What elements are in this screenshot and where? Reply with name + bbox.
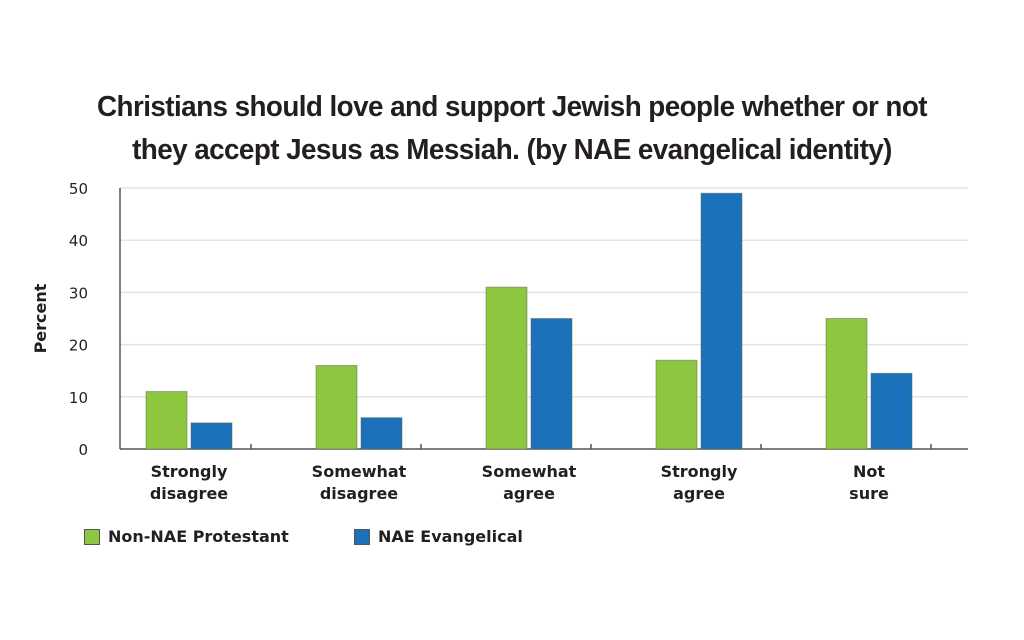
y-tick-label: 20	[69, 337, 88, 355]
y-tick-label: 10	[69, 389, 88, 407]
y-tick-label: 30	[69, 284, 88, 302]
x-tick-label: disagree	[150, 484, 228, 503]
bar-non-nae	[485, 286, 528, 450]
bar-non-nae	[825, 318, 868, 450]
y-axis-label: Percent	[31, 283, 50, 353]
bar-nae	[870, 372, 913, 450]
x-tick-label: agree	[673, 484, 725, 503]
x-tick-label: sure	[849, 484, 889, 503]
y-tick-label: 0	[78, 441, 88, 459]
legend-swatch-nae	[354, 528, 370, 545]
x-tick-label: Somewhat	[312, 462, 407, 481]
chart-title-line-1: Christians should love and support Jewis…	[97, 91, 928, 123]
bar-non-nae	[655, 359, 698, 450]
x-tick-label: agree	[503, 484, 555, 503]
x-tick-label: Somewhat	[482, 462, 577, 481]
bar-nae	[360, 417, 403, 450]
x-tick-label: Not	[853, 462, 885, 481]
legend-label-non-nae: Non-NAE Protestant	[108, 527, 289, 546]
bar-nae	[190, 422, 233, 450]
legend-swatch-non-nae	[84, 528, 100, 545]
bar-non-nae	[315, 364, 358, 450]
y-tick-label: 50	[69, 180, 88, 198]
x-tick-label: Strongly	[661, 462, 738, 481]
bar-non-nae	[145, 391, 188, 450]
legend-label-nae: NAE Evangelical	[378, 527, 523, 546]
chart-title-line-2: they accept Jesus as Messiah. (by NAE ev…	[132, 134, 892, 166]
bar-nae	[700, 192, 743, 450]
legend-item-nae: NAE Evangelical	[354, 527, 523, 546]
y-tick-label: 40	[69, 232, 88, 250]
bar-nae	[530, 318, 573, 450]
x-tick-label: disagree	[320, 484, 398, 503]
legend-item-non-nae: Non-NAE Protestant	[84, 527, 289, 546]
x-tick-label: Strongly	[151, 462, 228, 481]
